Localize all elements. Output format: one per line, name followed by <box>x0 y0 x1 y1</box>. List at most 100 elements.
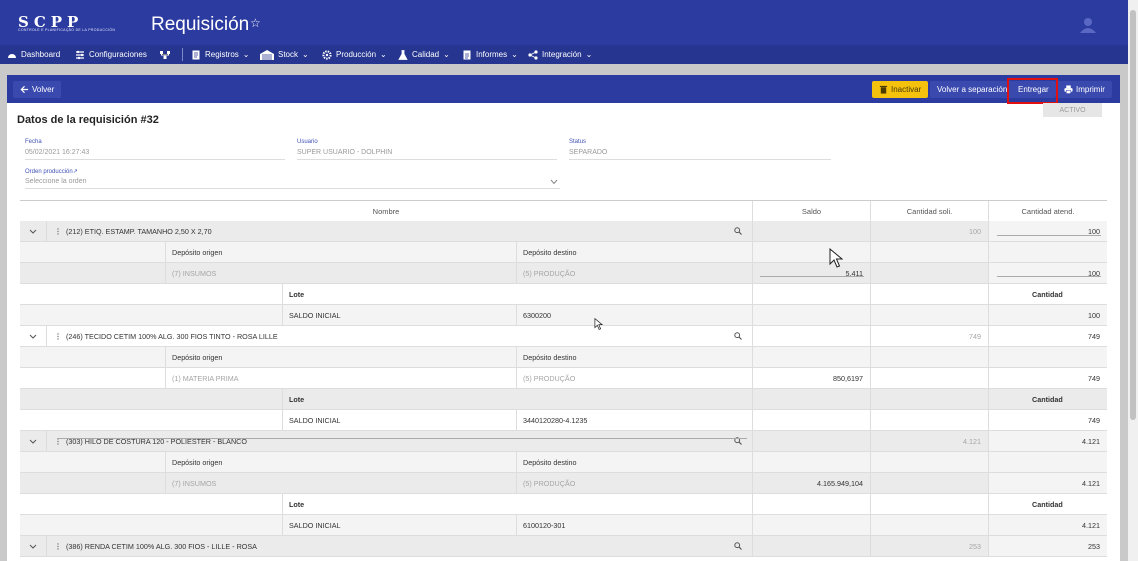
lote-cantidad-input[interactable]: 749 <box>1088 415 1100 425</box>
deposito-origen-value[interactable]: (1) MATERIA PRIMA <box>166 368 517 388</box>
nav-calidad[interactable]: Calidad ⌄ <box>398 45 450 64</box>
spacer-cell <box>871 473 989 493</box>
grid-header: Nombre Saldo Cantidad soli. Cantidad ate… <box>20 201 1107 222</box>
orden-select[interactable]: Seleccione la orden <box>25 178 560 189</box>
spacer-cell <box>871 389 989 409</box>
app-logo-subtitle: CONTROLE E PLANIFICAÇÃO DE LA PRODUCCIÓN <box>18 28 116 32</box>
scrollbar-thumb[interactable] <box>1130 10 1136 420</box>
inactivar-button[interactable]: Inactivar <box>872 81 929 98</box>
action-bar: Volver Inactivar Volver a separación Ent… <box>7 75 1120 103</box>
cantidad-label: Cantidad <box>1032 499 1063 509</box>
chevron-down-icon[interactable] <box>550 179 558 185</box>
deposito-destino-value[interactable]: (5) PRODUÇÃO <box>517 368 753 388</box>
deposito-origen-value[interactable]: (7) INSUMOS <box>166 263 517 283</box>
deposito-destino-label: Depósito destino <box>517 347 753 367</box>
spacer-cell <box>753 515 871 535</box>
chevron-down-icon: ⌄ <box>242 50 250 59</box>
drag-handle-icon[interactable] <box>57 332 59 340</box>
nav-integracion[interactable]: Integración ⌄ <box>528 45 592 64</box>
user-avatar-icon[interactable] <box>1078 17 1098 33</box>
back-button[interactable]: Volver <box>13 81 62 98</box>
lote-name: SALDO INICIAL <box>283 410 517 430</box>
deposito-cantidad-input[interactable]: 4.121 <box>989 473 1107 493</box>
page-scrollbar[interactable] <box>1128 0 1138 561</box>
lote-cantidad-input[interactable]: 4.121 <box>1082 520 1100 530</box>
fecha-label: Fecha <box>25 139 42 145</box>
nav-network[interactable] <box>160 45 170 64</box>
favorite-star-icon[interactable]: ☆ <box>250 16 261 30</box>
cantidad-atend-input[interactable]: 4.121 <box>989 431 1107 451</box>
nav-configuraciones-label: Configuraciones <box>89 50 147 59</box>
expand-toggle[interactable] <box>20 536 47 556</box>
item-row[interactable]: (303) HILO DE COSTURA 120 - POLIESTER - … <box>20 431 1107 452</box>
nav-dashboard[interactable]: Dashboard <box>7 45 60 64</box>
item-row[interactable]: (212) ETIQ. ESTAMP. TAMANHO 2,50 X 2,70 … <box>20 221 1107 242</box>
nav-informes[interactable]: Informes ⌄ <box>462 45 518 64</box>
item-row[interactable]: (246) TECIDO CETIM 100% ALG. 300 FIOS TI… <box>20 326 1107 347</box>
deposito-origen-value[interactable]: (7) INSUMOS <box>166 473 517 493</box>
cantidad-atend-input[interactable]: 253 <box>989 536 1107 556</box>
spacer-cell <box>753 452 871 472</box>
cantidad-label: Cantidad <box>1032 394 1063 404</box>
spacer-cell <box>753 284 871 304</box>
orden-label-text: Orden producción <box>25 169 73 175</box>
nav-produccion[interactable]: Producción ⌄ <box>322 45 387 64</box>
item-name-cell[interactable]: (246) TECIDO CETIM 100% ALG. 300 FIOS TI… <box>47 326 753 346</box>
lote-code: 6300200 <box>517 305 753 325</box>
col-saldo[interactable]: Saldo <box>753 201 871 221</box>
spacer-cell <box>20 305 283 325</box>
nav-registros[interactable]: Registros ⌄ <box>191 45 250 64</box>
spacer-cell <box>871 284 989 304</box>
col-cantidad-atend[interactable]: Cantidad atend. <box>1021 206 1075 216</box>
fecha-field[interactable]: 05/02/2021 16:27:43 <box>25 149 285 160</box>
cantidad-label: Cantidad <box>1032 289 1063 299</box>
chevron-down-icon <box>29 439 37 444</box>
status-badge: ACTIVO <box>1043 103 1102 117</box>
search-icon[interactable] <box>734 332 742 340</box>
saldo-cell <box>753 221 871 241</box>
status-field[interactable]: SEPARADO <box>569 149 831 160</box>
imprimir-button[interactable]: Imprimir <box>1057 81 1112 98</box>
search-icon[interactable] <box>734 437 742 445</box>
cantidad-atend-input[interactable]: 100 <box>989 221 1107 241</box>
search-icon[interactable] <box>734 542 742 550</box>
chevron-down-icon <box>29 229 37 234</box>
cantidad-atend-input[interactable]: 749 <box>1088 331 1100 341</box>
nav-configuraciones[interactable]: Configuraciones <box>75 45 147 64</box>
volver-separacion-button[interactable]: Volver a separación <box>930 81 1015 98</box>
external-link-icon[interactable]: ↗ <box>72 169 78 175</box>
col-cantidad-soli[interactable]: Cantidad soli. <box>871 201 989 221</box>
item-row[interactable]: (386) RENDA CETIM 100% ALG. 300 FIOS - L… <box>20 536 1107 557</box>
spacer-cell <box>871 410 989 430</box>
item-name-cell[interactable]: (386) RENDA CETIM 100% ALG. 300 FIOS - L… <box>47 536 753 556</box>
lote-cantidad-input[interactable]: 100 <box>1088 310 1100 320</box>
app-header: SCPP CONTROLE E PLANIFICAÇÃO DE LA PRODU… <box>0 0 1128 45</box>
deposito-destino-value[interactable]: (5) PRODUÇÃO <box>517 473 753 493</box>
spacer-cell <box>989 242 1107 262</box>
usuario-field[interactable]: SUPER USUARIO - DOLPHIN <box>297 149 557 160</box>
deposito-row: (7) INSUMOS (5) PRODUÇÃO 5.411 100 <box>20 263 1107 284</box>
col-nombre[interactable]: Nombre <box>20 201 753 221</box>
search-icon[interactable] <box>734 227 742 235</box>
nav-stock[interactable]: Stock ⌄ <box>260 45 309 64</box>
drag-handle-icon[interactable] <box>57 227 59 235</box>
usuario-label: Usuario <box>297 139 318 145</box>
item-name: (212) ETIQ. ESTAMP. TAMANHO 2,50 X 2,70 <box>66 226 212 236</box>
expand-toggle[interactable] <box>20 326 47 346</box>
spacer-cell <box>871 368 989 388</box>
deposito-cantidad-input[interactable]: 100 <box>989 263 1107 283</box>
report-icon <box>463 50 471 59</box>
expand-toggle[interactable] <box>20 221 47 241</box>
deposito-destino-value[interactable]: (5) PRODUÇÃO <box>517 263 753 283</box>
deposito-cantidad-input[interactable]: 749 <box>1088 373 1100 383</box>
item-name-cell[interactable]: (212) ETIQ. ESTAMP. TAMANHO 2,50 X 2,70 <box>47 221 753 241</box>
lote-code: 3440120280-4.1235 <box>517 410 753 430</box>
lote-header-row: Lote Cantidad <box>20 494 1107 515</box>
expand-toggle[interactable] <box>20 431 47 451</box>
app-logo[interactable]: SCPP <box>18 13 84 31</box>
document-icon <box>192 50 200 59</box>
entregar-button[interactable]: Entregar <box>1011 81 1056 98</box>
chevron-down-icon: ⌄ <box>585 50 593 59</box>
drag-handle-icon[interactable] <box>57 542 59 550</box>
item-name-cell[interactable]: (303) HILO DE COSTURA 120 - POLIESTER - … <box>47 431 753 451</box>
